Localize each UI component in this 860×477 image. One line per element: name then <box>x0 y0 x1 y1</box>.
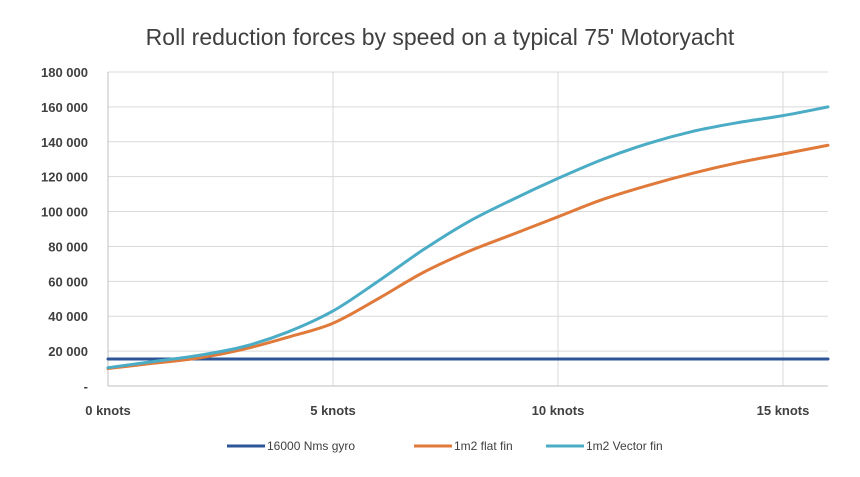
y-tick-label: 20 000 <box>48 344 88 359</box>
series-lines <box>106 105 830 371</box>
y-tick-label: - <box>84 379 88 394</box>
y-tick-labels: - 20 000 40 000 60 000 80 000 100 000 120 000 1… <box>41 65 88 394</box>
axes <box>107 72 828 387</box>
y-tick-label: 120 000 <box>41 170 88 185</box>
flat-fin-series-line <box>106 143 830 371</box>
chart-title: Roll reduction forces by speed on a typi… <box>146 24 735 50</box>
grid <box>108 71 828 386</box>
x-tick-label: 15 knots <box>757 403 810 418</box>
y-tick-label: 100 000 <box>41 205 88 220</box>
x-tick-label: 0 knots <box>85 403 131 418</box>
y-tick-label: 80 000 <box>48 239 88 254</box>
legend-item-gyro: 16000 Nms gyro <box>227 439 355 453</box>
x-tick-label: 5 knots <box>310 403 356 418</box>
y-tick-label: 60 000 <box>48 274 88 289</box>
legend-label: 16000 Nms gyro <box>267 439 355 453</box>
legend-item-vector-fin: 1m2 Vector fin <box>546 439 663 453</box>
y-tick-label: 140 000 <box>41 135 88 150</box>
legend-item-flat-fin: 1m2 flat fin <box>414 439 513 453</box>
legend-label: 1m2 Vector fin <box>586 439 663 453</box>
legend-label: 1m2 flat fin <box>454 439 513 453</box>
y-tick-label: 40 000 <box>48 309 88 324</box>
vector-fin-series-line <box>106 105 830 370</box>
y-tick-label: 160 000 <box>41 100 88 115</box>
x-tick-labels: 0 knots 5 knots 10 knots 15 knots <box>85 403 809 418</box>
legend: 16000 Nms gyro 1m2 flat fin 1m2 Vector fin <box>227 439 663 453</box>
x-tick-label: 10 knots <box>532 403 585 418</box>
y-tick-label: 180 000 <box>41 65 88 80</box>
